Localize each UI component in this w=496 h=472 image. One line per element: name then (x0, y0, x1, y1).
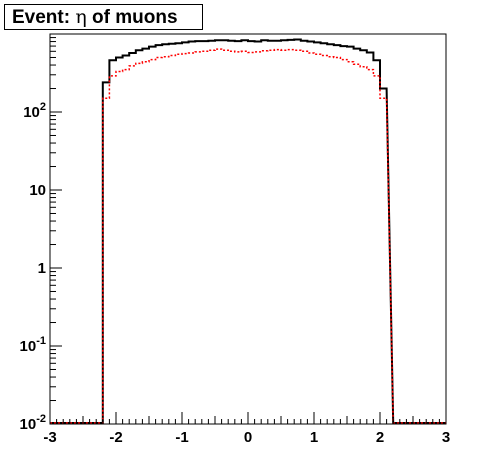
chart-title-suffix: of muons (86, 7, 178, 28)
x-tick-label: 3 (442, 429, 450, 446)
chart-title: Event: η of muons (4, 4, 203, 30)
y-tick-label: 10-2 (20, 413, 46, 433)
y-tick-label-exponent: -2 (36, 413, 46, 425)
x-tick-label: 2 (376, 429, 384, 446)
chart-title-prefix: Event: (12, 7, 76, 28)
x-tick-label: 1 (310, 429, 318, 446)
histogram-series-1-line (50, 38, 446, 424)
y-tick-label: 10-1 (20, 335, 46, 355)
x-axis: -3 -2 -1 0 1 2 3 (43, 412, 450, 446)
y-tick-label-exponent: 2 (40, 101, 46, 113)
y-tick-label-base: 10 (20, 338, 37, 355)
y-tick-label: 1 (38, 260, 46, 277)
x-tick-label: -1 (175, 429, 188, 446)
x-tick-label: 0 (244, 429, 252, 446)
y-tick-label: 102 (23, 101, 46, 121)
y-tick-label-base: 10 (20, 416, 37, 433)
y-tick-label-exponent: -1 (36, 335, 46, 347)
y-tick-label: 10 (29, 182, 46, 199)
series-layer (50, 38, 446, 424)
x-tick-label: -3 (43, 429, 56, 446)
y-tick-label-base: 10 (23, 104, 40, 121)
x-tick-label: -2 (109, 429, 122, 446)
chart-title-eta-symbol: η (75, 6, 87, 28)
